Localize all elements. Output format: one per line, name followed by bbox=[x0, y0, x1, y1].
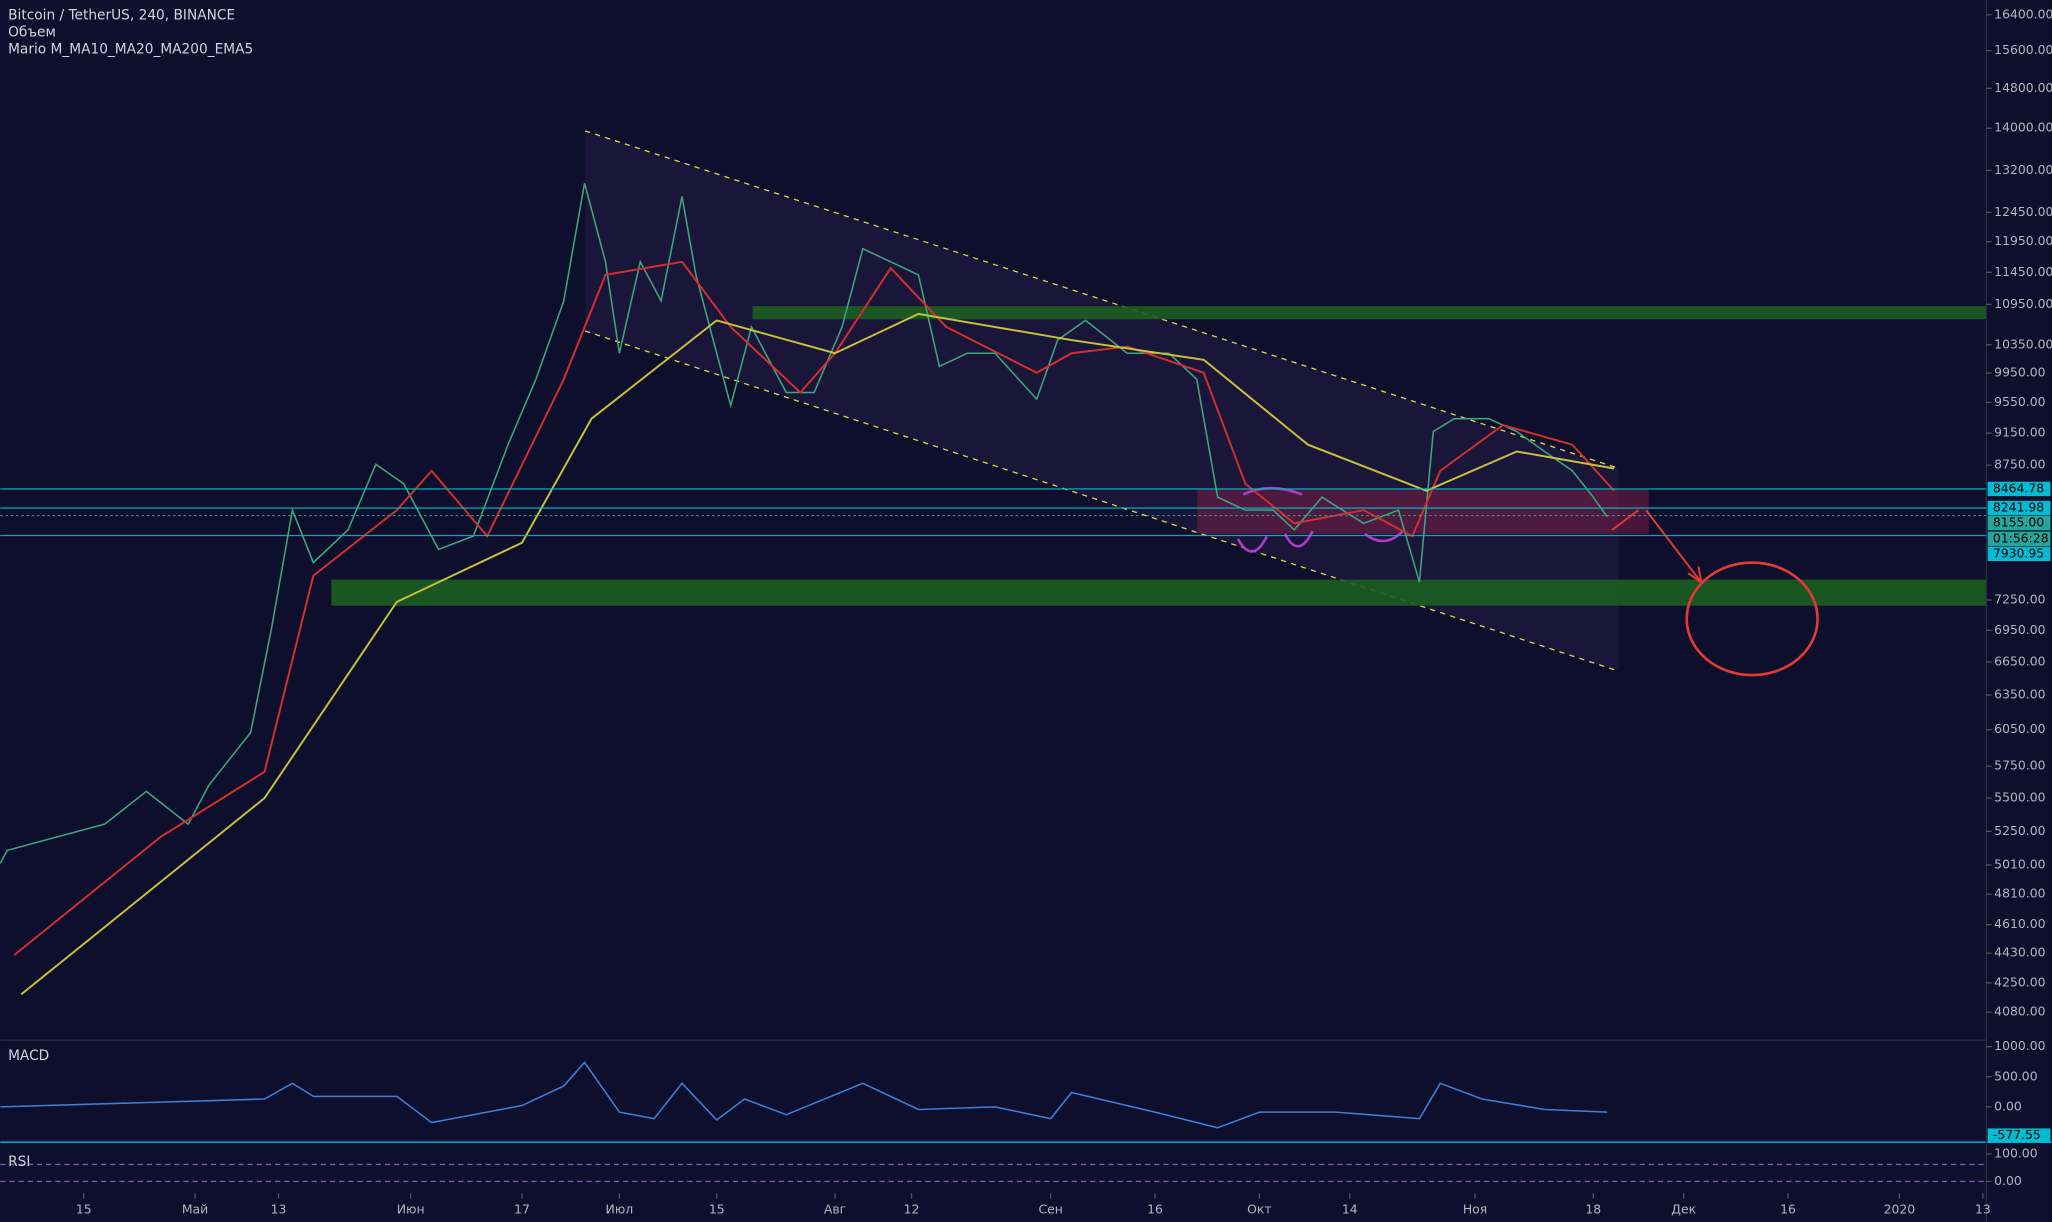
y-tick-label: 14800.00 bbox=[1994, 80, 2052, 95]
channel-top bbox=[584, 130, 1619, 470]
price-tag-label: 7930.95 bbox=[1993, 545, 2044, 560]
y-tick-label: 6650.00 bbox=[1994, 653, 2045, 668]
y-tick-label: 1000.00 bbox=[1994, 1038, 2045, 1053]
y-tick-label: 4430.00 bbox=[1994, 945, 2045, 960]
x-tick-label: 16 bbox=[1147, 1202, 1163, 1217]
x-tick-label: Авг bbox=[824, 1202, 846, 1217]
resistance-zone bbox=[752, 306, 1987, 320]
x-tick-label: 15 bbox=[709, 1202, 725, 1217]
countdown-label: 01:56:28 bbox=[1993, 530, 2049, 545]
indicator-label: Mario M_MA10_MA20_MA200_EMA5 bbox=[8, 42, 253, 58]
y-tick-label: 6950.00 bbox=[1994, 622, 2045, 637]
y-tick-label: 4250.00 bbox=[1994, 974, 2045, 989]
y-tick-label: 11450.00 bbox=[1994, 264, 2052, 279]
symbol-title: Bitcoin / TetherUS, 240, BINANCE bbox=[8, 8, 235, 24]
support-zone bbox=[331, 579, 1987, 606]
x-tick-label: 13 bbox=[1975, 1202, 1991, 1217]
y-tick-label: 8750.00 bbox=[1994, 457, 2045, 472]
y-tick-label: 15600.00 bbox=[1994, 42, 2052, 57]
y-tick-label: 14000.00 bbox=[1994, 120, 2052, 135]
volume-label: Объем bbox=[8, 25, 56, 41]
x-tick-label: Июн bbox=[397, 1202, 425, 1217]
x-tick-label: 15 bbox=[76, 1202, 92, 1217]
y-tick-label: 4610.00 bbox=[1994, 916, 2045, 931]
y-tick-label: 6350.00 bbox=[1994, 687, 2045, 702]
x-tick-label: 2020 bbox=[1884, 1202, 1916, 1217]
x-tick-label: Дек bbox=[1671, 1202, 1696, 1217]
countdown-tag bbox=[1987, 531, 2051, 546]
y-tick-label: 10950.00 bbox=[1994, 296, 2052, 311]
x-tick-label: 16 bbox=[1780, 1202, 1796, 1217]
y-tick-label: 5500.00 bbox=[1994, 790, 2045, 805]
arrow bbox=[1611, 509, 1639, 531]
y-tick-label: 500.00 bbox=[1994, 1068, 2038, 1083]
series-line bbox=[0, 1061, 1608, 1129]
price-tag-label: -577.55 bbox=[1993, 1127, 2041, 1142]
y-tick-label: 12450.00 bbox=[1994, 204, 2052, 219]
y-tick-label: 5750.00 bbox=[1994, 758, 2045, 773]
x-tick-label: Ноя bbox=[1463, 1202, 1487, 1217]
y-tick-label: 5250.00 bbox=[1994, 823, 2045, 838]
price-tag bbox=[1987, 1128, 2051, 1143]
x-tick-label: 12 bbox=[904, 1202, 920, 1217]
target-circle bbox=[1685, 561, 1819, 677]
price-tag-label: 8241.98 bbox=[1993, 500, 2044, 515]
rsi-title: RSI bbox=[8, 1154, 30, 1170]
y-tick-label: 7250.00 bbox=[1994, 592, 2045, 607]
price-tag bbox=[1987, 481, 2051, 497]
price-tag bbox=[1987, 515, 2051, 531]
price-tag-label: 8155.00 bbox=[1993, 515, 2044, 530]
price-tag bbox=[1987, 546, 2051, 562]
y-tick-label: 9950.00 bbox=[1994, 365, 2045, 380]
y-tick-label: 0.00 bbox=[1994, 1098, 2022, 1113]
y-tick-label: 4080.00 bbox=[1994, 1004, 2045, 1019]
y-tick-label: 16400.00 bbox=[1994, 6, 2052, 21]
price-tag-label: 8464.78 bbox=[1993, 480, 2044, 495]
y-tick-label: 0.00 bbox=[1994, 1173, 2022, 1188]
x-tick-label: Май bbox=[182, 1202, 208, 1217]
series-line bbox=[13, 260, 1615, 956]
x-tick-label: 14 bbox=[1342, 1202, 1358, 1217]
y-tick-label: 13200.00 bbox=[1994, 162, 2052, 177]
x-tick-label: Сен bbox=[1038, 1202, 1062, 1217]
macd-title: MACD bbox=[8, 1048, 49, 1064]
y-tick-label: 6050.00 bbox=[1994, 721, 2045, 736]
y-tick-label: 100.00 bbox=[1994, 1145, 2038, 1160]
y-tick-label: 4810.00 bbox=[1994, 886, 2045, 901]
y-tick-label: 5010.00 bbox=[1994, 856, 2045, 871]
x-tick-label: 18 bbox=[1585, 1202, 1601, 1217]
y-tick-label: 11950.00 bbox=[1994, 233, 2052, 248]
x-tick-label: Июл bbox=[606, 1202, 634, 1217]
arrow bbox=[1645, 509, 1702, 583]
y-tick-label: 9550.00 bbox=[1994, 394, 2045, 409]
channel-bottom bbox=[584, 330, 1619, 672]
y-tick-label: 10350.00 bbox=[1994, 336, 2052, 351]
y-tick-label: 9150.00 bbox=[1994, 425, 2045, 440]
price-tag bbox=[1987, 500, 2051, 516]
x-tick-label: 17 bbox=[514, 1202, 530, 1217]
x-tick-label: Окт bbox=[1247, 1202, 1272, 1217]
series-line bbox=[20, 312, 1615, 996]
x-tick-label: 13 bbox=[271, 1202, 287, 1217]
